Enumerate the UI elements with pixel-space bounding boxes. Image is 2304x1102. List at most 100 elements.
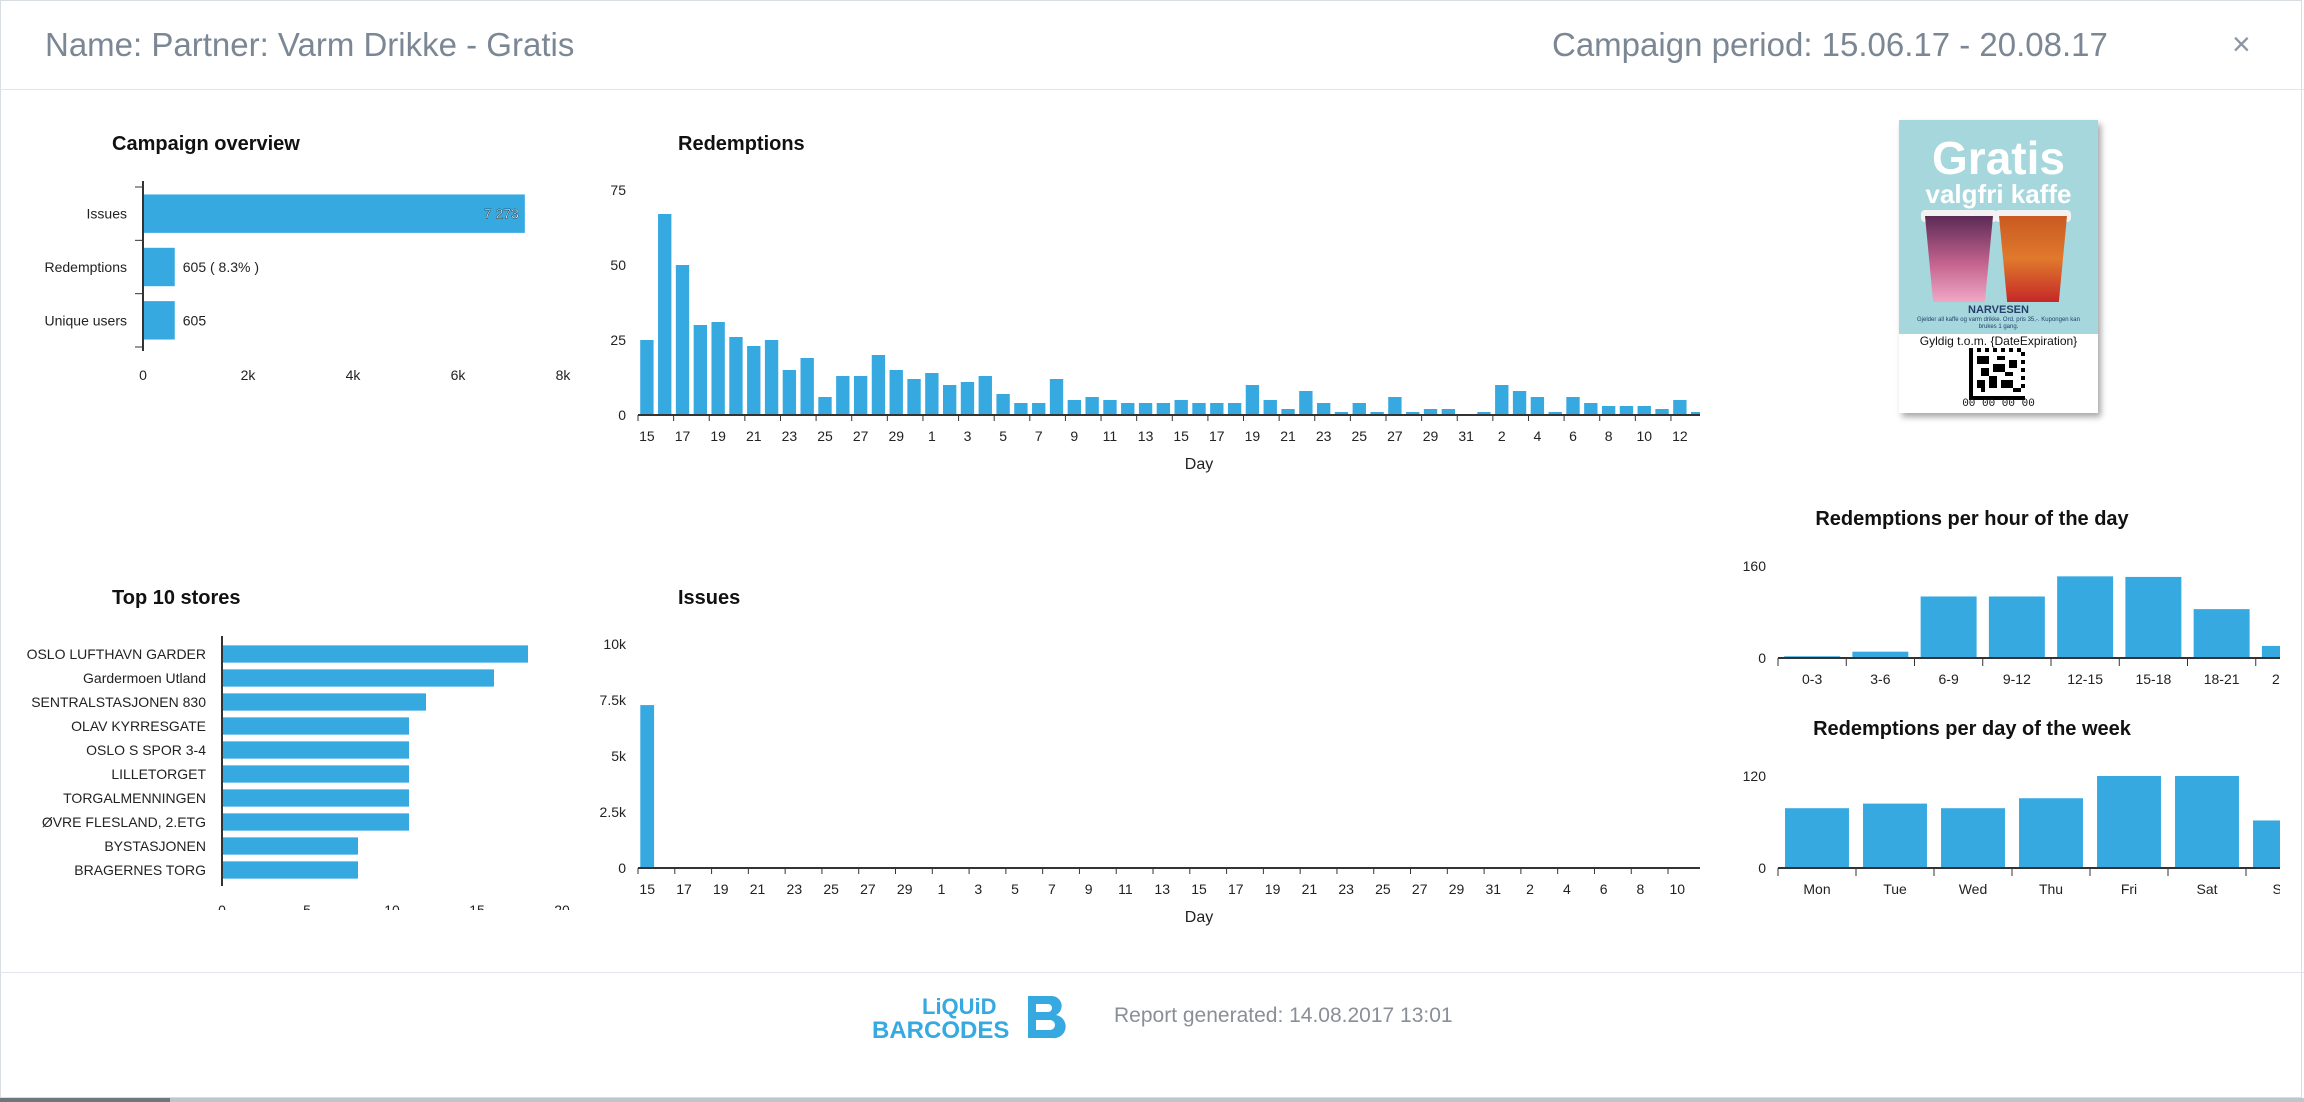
x-tick-label: 19 — [713, 881, 729, 897]
chart-title: Top 10 stores — [112, 587, 241, 609]
category-label: Gardermoen Utland — [83, 670, 206, 686]
bar — [1174, 400, 1188, 415]
bar — [223, 813, 409, 831]
x-tick-label: 10 — [384, 902, 400, 910]
coupon-fine-print: Gjelder all kaffe og varm drikke. Ord. p… — [1917, 317, 2080, 330]
x-tick-label: 19 — [1265, 881, 1281, 897]
x-tick-label: 5 — [1011, 881, 1019, 897]
taskbar-strip — [0, 1098, 2304, 1102]
coupon-brand: NARVESEN — [1968, 304, 2029, 316]
bar — [942, 385, 957, 415]
x-tick-label: 12 — [1672, 428, 1688, 444]
coupon-subheadline: valgfri kaffe — [1925, 179, 2072, 209]
x-tick-label: 25 — [1375, 881, 1391, 897]
bar — [1619, 406, 1634, 415]
bar — [800, 358, 814, 415]
bar — [1210, 403, 1224, 415]
bar — [1584, 403, 1598, 415]
bar — [871, 355, 886, 415]
bar — [2175, 776, 2239, 868]
y-tick-label: 2.5k — [600, 804, 627, 820]
x-tick-label: 17 — [676, 881, 692, 897]
bar — [2057, 576, 2114, 658]
x-tick-label: 9 — [1085, 881, 1093, 897]
coupon-code: 00 00 00 00 — [1962, 398, 2035, 410]
bar — [223, 741, 409, 759]
hours-chart: Redemptions per hour of the day 0 160 0-3 3-… — [1743, 508, 2280, 687]
x-tick-label: 21 — [1280, 428, 1296, 444]
category-label: OSLO LUFTHAVN GARDER — [27, 646, 206, 662]
x-tick-label: 25 — [823, 881, 839, 897]
x-tick-label: 9-12 — [2003, 671, 2031, 687]
chart-title: Redemptions per day of the week — [1813, 718, 2132, 740]
x-tick-label: 15 — [1173, 428, 1189, 444]
y-tick-label: 50 — [610, 257, 626, 273]
x-tick-label: 3-6 — [1870, 671, 1890, 687]
bar — [1548, 412, 1562, 415]
chart-title: Campaign overview — [112, 133, 300, 155]
bar — [658, 214, 672, 415]
bar — [1637, 406, 1651, 415]
bar — [1085, 397, 1099, 415]
category-label: BRAGERNES TORG — [74, 862, 206, 878]
bar — [223, 669, 494, 687]
x-tick-label: Mon — [1803, 881, 1830, 897]
x-axis-label: Day — [1185, 456, 1213, 473]
chart-title: Redemptions per hour of the day — [1815, 508, 2129, 530]
category-label: Unique users — [45, 312, 128, 328]
bar — [1192, 403, 1206, 415]
campaign-name: Name: Partner: Varm Drikke - Gratis — [45, 26, 575, 63]
category-label: OLAV KYRRESGATE — [71, 718, 206, 734]
x-tick-label: 25 — [1351, 428, 1367, 444]
close-icon[interactable]: × — [2232, 26, 2251, 62]
x-tick-label: 31 — [1486, 881, 1502, 897]
bar — [1352, 403, 1366, 415]
bar — [2125, 576, 2182, 658]
campaign-period: Campaign period: 15.06.17 - 20.08.17 — [1552, 26, 2108, 63]
bar — [1495, 385, 1509, 415]
x-tick-label: 21 — [750, 881, 766, 897]
x-tick-label: Sat — [2196, 881, 2217, 897]
bar — [1406, 412, 1420, 415]
x-tick-label: 17 — [1209, 428, 1225, 444]
bar — [1156, 403, 1171, 415]
x-tick-label: 21-24 — [2272, 671, 2280, 687]
x-tick-label: 6 — [1569, 428, 1577, 444]
bar — [1316, 403, 1331, 415]
bar — [675, 265, 690, 415]
report-generated: Report generated: 14.08.2017 13:01 — [1114, 1004, 1453, 1027]
x-tick-label: 4k — [346, 367, 362, 383]
bar — [1673, 400, 1687, 415]
bar — [2261, 645, 2280, 658]
x-tick-label: 15-18 — [2135, 671, 2171, 687]
dialog-footer — [0, 972, 2304, 1099]
bar — [711, 322, 725, 415]
data-label: 7 273 — [484, 206, 519, 222]
logo-word-liquid: LiQUiD — [922, 994, 997, 1019]
x-tick-label: 23 — [1338, 881, 1354, 897]
x-tick-label: 27 — [860, 881, 876, 897]
x-tick-label: 29 — [1423, 428, 1439, 444]
category-label: BYSTASJONEN — [104, 838, 206, 854]
bar — [1121, 403, 1135, 415]
data-label: 605 — [183, 312, 207, 328]
x-tick-label: 15 — [639, 428, 655, 444]
x-tick-label: 13 — [1138, 428, 1154, 444]
x-tick-label: 15 — [1191, 881, 1207, 897]
category-label: Issues — [87, 206, 127, 222]
bar — [1477, 412, 1491, 415]
x-tick-label: 27 — [1387, 428, 1403, 444]
bar — [1138, 403, 1153, 415]
x-tick-label: 10 — [1669, 881, 1685, 897]
x-tick-label: 17 — [1228, 881, 1244, 897]
bar — [764, 340, 779, 415]
category-label: Redemptions — [45, 259, 128, 275]
bar — [1941, 808, 2005, 868]
category-label: TORGALMENNINGEN — [63, 790, 206, 806]
y-tick-label: 5k — [611, 748, 627, 764]
x-tick-label: 15 — [469, 902, 485, 910]
x-tick-label: 29 — [1449, 881, 1465, 897]
x-tick-label: 0-3 — [1802, 671, 1822, 687]
y-tick-label: 0 — [1758, 650, 1766, 666]
